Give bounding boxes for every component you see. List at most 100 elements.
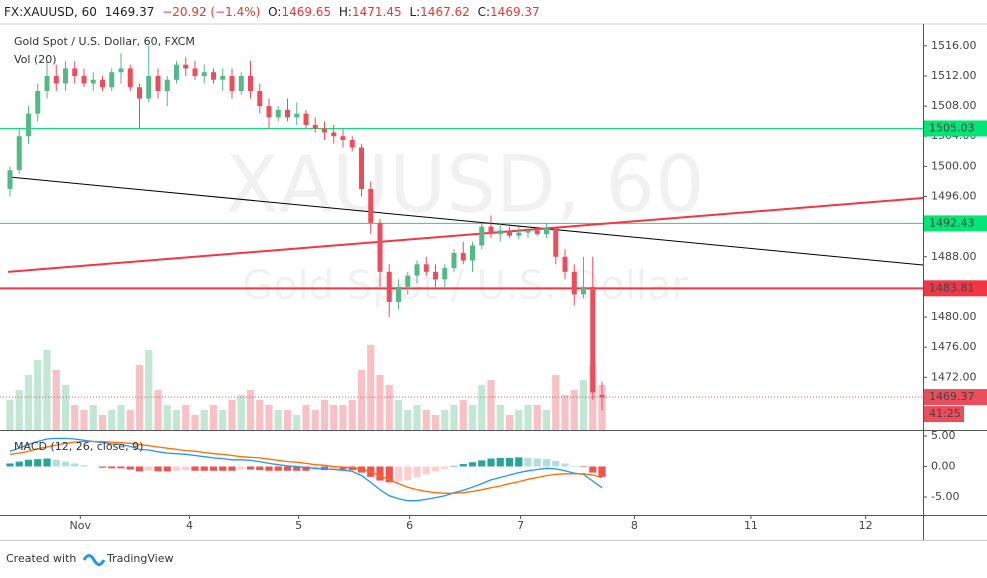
candle-body (266, 106, 272, 118)
volume-bar (311, 410, 319, 430)
symbol: FX:XAUUSD, 60 (4, 5, 97, 19)
volume-bar (182, 405, 190, 430)
candle-body (525, 230, 531, 233)
volume-bar (246, 390, 255, 430)
candle-body (386, 271, 392, 302)
macd-histogram-bar (376, 466, 384, 481)
watermark-sub: Gold Spot / U.S. Dollar (242, 263, 688, 309)
macd-histogram-bar (117, 466, 125, 469)
volume-bar (524, 405, 532, 430)
macd-histogram-bar (172, 466, 181, 471)
macd-label: MACD (12, 26, close, 9) (14, 440, 143, 453)
volume-bar (108, 410, 116, 430)
candle-body (544, 228, 550, 235)
volume-bar (357, 370, 366, 430)
candle-body (451, 252, 457, 269)
volume-bar (24, 375, 33, 430)
macd-layer (6, 437, 606, 502)
chart-title: Gold Spot / U.S. Dollar, 60, FXCM (14, 35, 195, 48)
macd-histogram-bar (182, 466, 190, 471)
candle-body (423, 264, 429, 272)
macd-histogram-bar (80, 465, 88, 467)
candle-body (349, 140, 355, 148)
footer-brand[interactable]: TradingView (106, 552, 173, 565)
candle-body (247, 75, 253, 92)
watermark: XAUUSD, 60 (225, 140, 704, 230)
volume-bar (34, 360, 42, 430)
volume-bar (561, 395, 569, 430)
candle-body (571, 271, 577, 295)
l-label: L: (409, 5, 420, 19)
macd-histogram-bar (98, 466, 107, 468)
x-tick-label: 11 (744, 519, 758, 532)
macd-histogram-bar (154, 466, 162, 472)
macd-histogram-bar (422, 466, 430, 475)
candle-body (183, 64, 189, 69)
volume-bar (219, 410, 227, 430)
candle-body (155, 75, 161, 92)
volume-bar (552, 375, 560, 430)
countdown-label: 41:25 (929, 407, 961, 420)
volume-bar (330, 405, 338, 430)
last: 1469.37 (105, 5, 155, 19)
volume-bar (154, 390, 162, 430)
macd-histogram-bar (135, 466, 144, 472)
last-price-box (924, 389, 987, 406)
candle-body (44, 75, 50, 92)
candle-body (109, 72, 115, 88)
candle-body (257, 91, 263, 107)
candle-body (164, 79, 170, 92)
volume-bar (441, 410, 449, 430)
axis-layer: 1516.001512.001508.001504.001500.001496.… (70, 39, 987, 532)
candle-body (62, 68, 68, 84)
candle-body (590, 286, 596, 393)
volume-bar (339, 405, 347, 430)
macd-histogram-bar (533, 458, 541, 467)
price-label: 1492.43 (929, 216, 975, 229)
macd-histogram-bar (52, 459, 60, 467)
price-label-box (924, 280, 987, 297)
macd-histogram-bar (209, 466, 218, 471)
volume-label: Vol (20) (14, 53, 57, 66)
trend-line (8, 176, 923, 266)
c-label: C: (478, 5, 490, 19)
candle-body (442, 268, 448, 280)
macd-histogram-bar (274, 466, 282, 471)
volume-bar (413, 405, 421, 430)
macd-histogram-bar (246, 466, 255, 470)
macd-line (9, 437, 603, 502)
change: −20.92 (−1.4%) (162, 5, 260, 19)
candle-body (460, 252, 466, 261)
x-tick-label: 8 (631, 519, 638, 532)
candle-body (377, 222, 383, 272)
macd-histogram-bar (487, 458, 495, 467)
candle-body (433, 271, 439, 280)
candle-body (507, 230, 513, 236)
candle-body (312, 124, 318, 129)
volume-bar (496, 405, 504, 430)
candle-body (368, 188, 374, 223)
macd-histogram-bar (24, 459, 33, 467)
macd-histogram-bar (478, 460, 486, 467)
candle-body (470, 245, 476, 261)
volume-bar (15, 390, 23, 430)
x-tick-label: 4 (186, 519, 193, 532)
candle-body (331, 132, 337, 137)
candle-body (146, 75, 152, 99)
volume-bar (478, 385, 486, 430)
volume-bar (126, 410, 134, 430)
volume-bar (533, 405, 541, 430)
candle-body (303, 113, 309, 125)
volume-bar (163, 405, 171, 430)
candle-body (192, 68, 198, 76)
x-tick-label: 12 (859, 519, 873, 532)
volume-bar (283, 410, 292, 430)
macd-histogram-bar (126, 466, 134, 470)
macd-histogram-bar (219, 466, 227, 471)
volume-bar (256, 400, 264, 430)
y-tick-label: 1508.00 (931, 99, 977, 112)
volume-bar (274, 410, 282, 430)
candle-body (25, 113, 31, 137)
x-tick-label: 7 (517, 519, 524, 532)
x-tick-label: 5 (295, 519, 302, 532)
